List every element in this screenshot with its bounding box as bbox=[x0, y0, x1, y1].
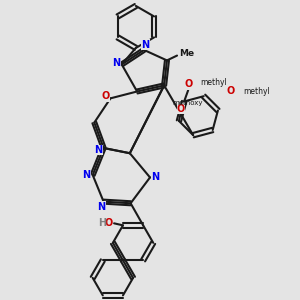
Text: N: N bbox=[82, 170, 91, 180]
Text: O: O bbox=[101, 91, 109, 101]
Text: O: O bbox=[177, 104, 185, 114]
Text: methoxy: methoxy bbox=[172, 100, 203, 106]
Text: N: N bbox=[141, 40, 149, 50]
Text: N: N bbox=[98, 202, 106, 212]
Text: O: O bbox=[226, 86, 235, 97]
Text: Me: Me bbox=[179, 49, 194, 58]
Text: H: H bbox=[98, 218, 106, 228]
Text: N: N bbox=[112, 58, 121, 68]
Text: O: O bbox=[184, 80, 192, 89]
Text: O: O bbox=[105, 218, 113, 228]
Text: N: N bbox=[151, 172, 159, 182]
Text: N: N bbox=[94, 145, 102, 155]
Text: methyl: methyl bbox=[244, 87, 270, 96]
Text: methyl: methyl bbox=[200, 78, 227, 87]
